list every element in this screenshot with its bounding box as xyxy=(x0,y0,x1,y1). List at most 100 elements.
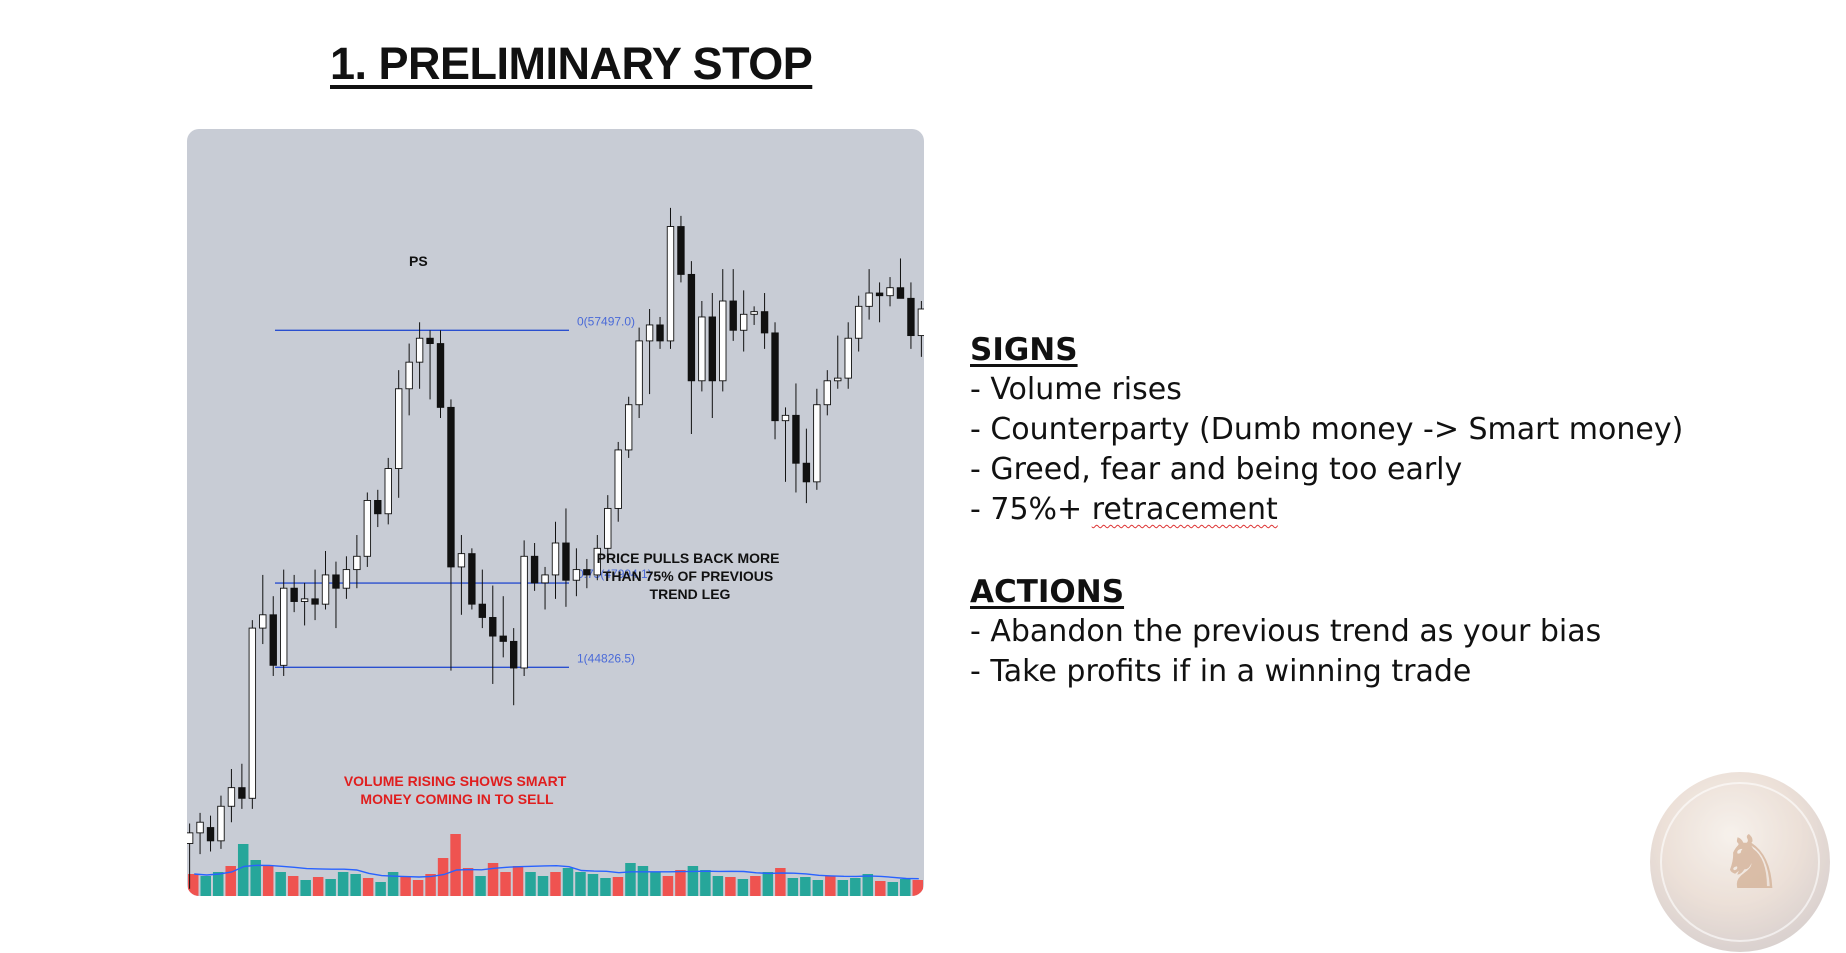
volume-bar xyxy=(188,874,199,896)
signs-item-retracement: - 75%+ retracement xyxy=(970,490,1790,530)
price-chart: 0(57497.0) 0.75(47994.1) 1(44826.5) PS PRI… xyxy=(187,129,924,896)
volume-bar xyxy=(750,876,761,896)
volume-bar xyxy=(537,876,549,896)
volume-bar xyxy=(312,877,324,896)
candle-body-up xyxy=(551,542,560,576)
volume-bar xyxy=(262,866,274,896)
volume-bar xyxy=(475,876,486,896)
candle xyxy=(321,550,330,610)
candle-body-up xyxy=(823,380,831,406)
candle xyxy=(834,335,842,389)
volume-bar xyxy=(775,868,786,896)
candle xyxy=(499,596,507,658)
candle-body-down xyxy=(238,787,246,799)
candle xyxy=(353,535,361,589)
volume-bar xyxy=(712,876,724,896)
actions-item: - Take profits if in a winning trade xyxy=(970,654,1472,689)
candle-body-down xyxy=(509,640,518,669)
candle xyxy=(698,301,706,392)
candle-body-down xyxy=(530,555,539,584)
volume-bar xyxy=(675,870,686,896)
candle xyxy=(645,308,654,395)
candle-body-up xyxy=(750,311,758,315)
candle xyxy=(300,582,309,626)
candle xyxy=(708,293,716,419)
candle xyxy=(426,330,434,400)
volume-bar xyxy=(562,868,574,896)
volume-bar xyxy=(912,880,923,896)
candle-body-up xyxy=(280,587,288,666)
candle-body-down xyxy=(583,569,591,576)
candle xyxy=(813,388,821,490)
volume-bar xyxy=(575,872,586,896)
candle xyxy=(238,763,246,809)
actions-heading: ACTIONS xyxy=(970,574,1125,610)
candle-body-up xyxy=(300,598,309,602)
volume-bar xyxy=(300,880,311,896)
candle xyxy=(436,330,445,419)
candle-body-up xyxy=(666,226,675,342)
candle-body-down xyxy=(489,617,497,637)
candle-body-up xyxy=(196,821,204,834)
candle-body-down xyxy=(426,337,434,345)
volume-bar xyxy=(587,874,599,896)
volume-bar xyxy=(900,879,911,896)
signs-item: - Counterparty (Dumb money -> Smart mone… xyxy=(970,412,1684,447)
candle xyxy=(374,489,382,528)
volume-bar xyxy=(725,877,736,896)
candle xyxy=(614,441,622,522)
candle xyxy=(384,457,392,525)
volume-bar xyxy=(437,858,449,896)
candle-body-down xyxy=(771,332,779,422)
candle-body-up xyxy=(854,305,863,339)
candle-body-up xyxy=(395,388,403,469)
volume-bar xyxy=(662,876,674,896)
volume-bar xyxy=(425,874,436,896)
volume-bar xyxy=(762,872,774,896)
volume-bar xyxy=(212,872,224,896)
volume-note: VOLUME RISING SHOWS SMART MONEY COMING I… xyxy=(344,773,570,807)
volume-bar xyxy=(275,872,286,896)
candle-body-up xyxy=(342,569,351,589)
candle-body-up xyxy=(719,300,727,382)
volume-bar xyxy=(287,876,299,896)
candle-body-up xyxy=(865,292,873,307)
candle-body-down xyxy=(907,297,915,337)
candle xyxy=(541,566,549,610)
volume-bar xyxy=(362,878,374,896)
candle-body-down xyxy=(687,273,696,382)
pullback-note-line-2: THAN 75% OF PREVIOUS xyxy=(603,568,773,584)
candle xyxy=(844,322,852,389)
candle-body-up xyxy=(886,287,894,297)
candle-body-up xyxy=(457,553,466,568)
candle-body-up xyxy=(624,404,633,451)
volume-bar xyxy=(525,872,536,896)
candle-body-up xyxy=(227,787,236,807)
candle xyxy=(823,370,831,416)
volume-bar xyxy=(412,880,424,896)
candle xyxy=(206,815,215,852)
candle-body-down xyxy=(729,300,737,331)
candle-body-up xyxy=(572,569,581,581)
candle xyxy=(729,269,737,341)
volume-bar xyxy=(200,876,211,896)
candle xyxy=(886,277,894,307)
candle-body-down xyxy=(269,614,277,666)
volume-bar xyxy=(837,880,849,896)
volume-bar xyxy=(512,866,524,896)
candle-body-up xyxy=(259,614,267,629)
candle-body-up xyxy=(415,337,424,363)
candle xyxy=(802,428,811,504)
candle-body-up xyxy=(363,500,372,557)
spellcheck-word: retracement xyxy=(1091,492,1278,527)
candle xyxy=(666,207,675,349)
volume-bar xyxy=(350,874,361,896)
candle xyxy=(447,399,455,671)
candle xyxy=(457,535,466,615)
volume-note-line-2: MONEY COMING IN TO SELL xyxy=(360,791,554,807)
volume-moving-average-line xyxy=(194,864,919,880)
candle xyxy=(750,306,758,325)
knight-chess-icon: ♞ xyxy=(1718,820,1785,906)
signs-item: - Greed, fear and being too early xyxy=(970,452,1463,487)
volume-bar xyxy=(700,870,711,896)
